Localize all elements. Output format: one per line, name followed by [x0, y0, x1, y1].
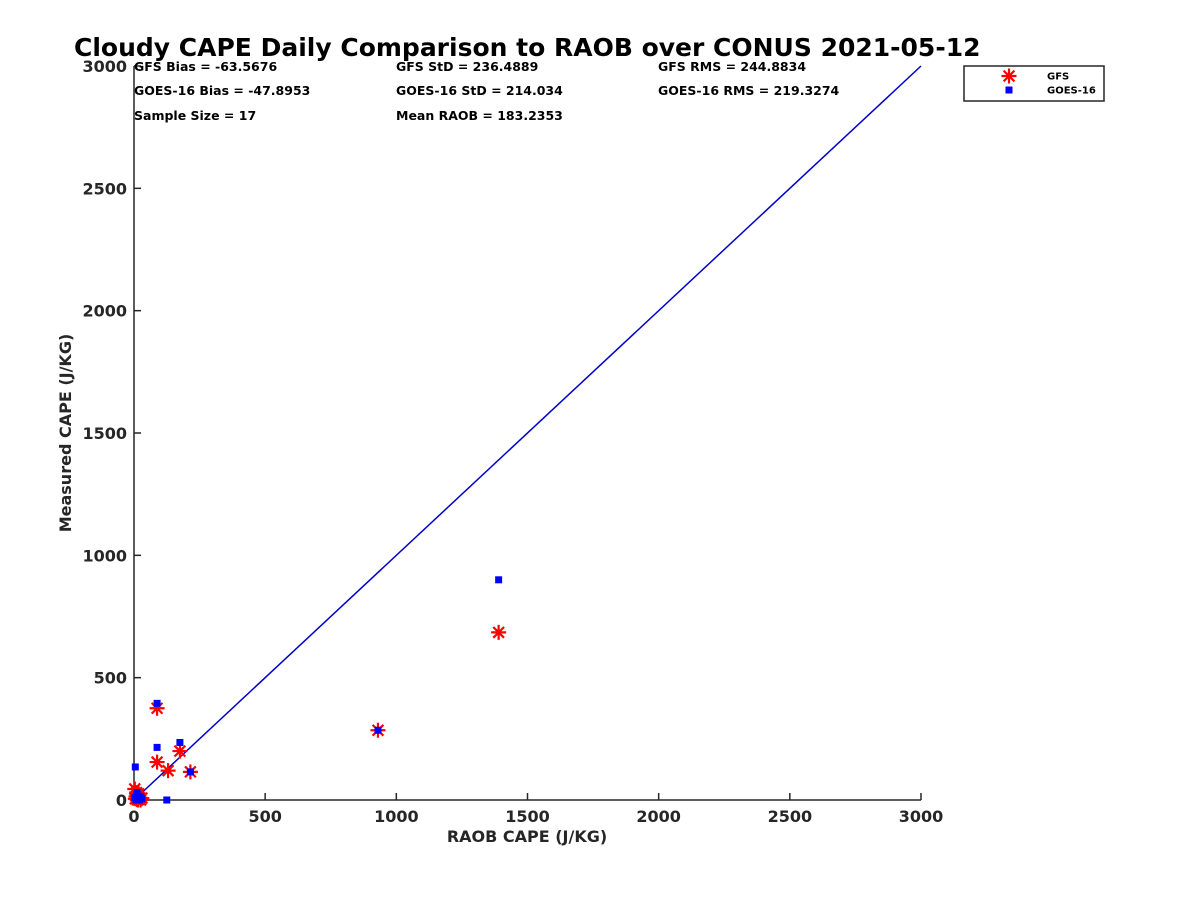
y-tick-label: 1500 [82, 424, 127, 443]
goes-16-point [133, 789, 141, 797]
stat-text: GOES-16 StD = 214.034 [396, 83, 563, 98]
x-ticks: 0 500 1000 1500 2000 2500 3000 [128, 793, 943, 826]
x-tick-label: 2000 [636, 807, 681, 826]
y-axis-label: Measured CAPE (J/KG) [56, 334, 75, 533]
gfs-point [172, 743, 188, 759]
legend: GFS GOES-16 [963, 65, 1105, 102]
goes-16-point [176, 739, 184, 747]
y-tick-label: 2500 [82, 179, 127, 198]
stat-text: GOES-16 Bias = -47.8953 [134, 83, 310, 98]
x-tick-label: 1000 [374, 807, 419, 826]
stat-text: GFS StD = 236.4889 [396, 59, 538, 74]
goes-16-point [163, 796, 171, 804]
x-tick-label: 3000 [899, 807, 944, 826]
stats-block: GFS Bias = -63.5676 GFS StD = 236.4889 GFS… [134, 59, 840, 123]
x-tick-label: 500 [248, 807, 281, 826]
goes-16-point [131, 763, 139, 771]
stat-text: GFS RMS = 244.8834 [658, 59, 806, 74]
y-tick-label: 500 [94, 669, 127, 688]
x-tick-label: 0 [128, 807, 139, 826]
goes-16-point [186, 768, 194, 776]
x-axis-label: RAOB CAPE (J/KG) [447, 827, 607, 846]
data-points [127, 576, 507, 808]
x-tick-label: 1500 [505, 807, 550, 826]
reference-line [133, 65, 922, 801]
legend-box [963, 65, 1105, 102]
stat-text: GFS Bias = -63.5676 [134, 59, 277, 74]
gfs-point [149, 700, 165, 716]
y-tick-label: 0 [116, 791, 127, 810]
goes-16-point [153, 699, 161, 707]
y-tick-label: 3000 [82, 57, 127, 76]
legend-goes-16-marker [1005, 86, 1013, 94]
legend-gfs-label: GFS [1047, 72, 1069, 83]
goes-16-point [495, 576, 503, 584]
legend-goes-16-label: GOES-16 [1047, 86, 1096, 97]
legend-gfs-marker [1001, 68, 1017, 84]
goes-16-point [374, 726, 382, 734]
gfs-point [149, 754, 165, 770]
y-tick-label: 1000 [82, 546, 127, 565]
gfs-point [160, 763, 176, 779]
y-tick-label: 2000 [82, 302, 127, 321]
stat-text: GOES-16 RMS = 219.3274 [658, 83, 840, 98]
stat-text: Mean RAOB = 183.2353 [396, 108, 563, 123]
x-tick-label: 2500 [768, 807, 813, 826]
chart-title: Cloudy CAPE Daily Comparison to RAOB ove… [74, 33, 980, 62]
gfs-point [491, 624, 507, 640]
y-ticks: 0 500 1000 1500 2000 2500 3000 [82, 57, 141, 810]
goes-16-point [135, 794, 143, 802]
stat-text: Sample Size = 17 [134, 108, 256, 123]
goes-16-point [153, 743, 161, 751]
